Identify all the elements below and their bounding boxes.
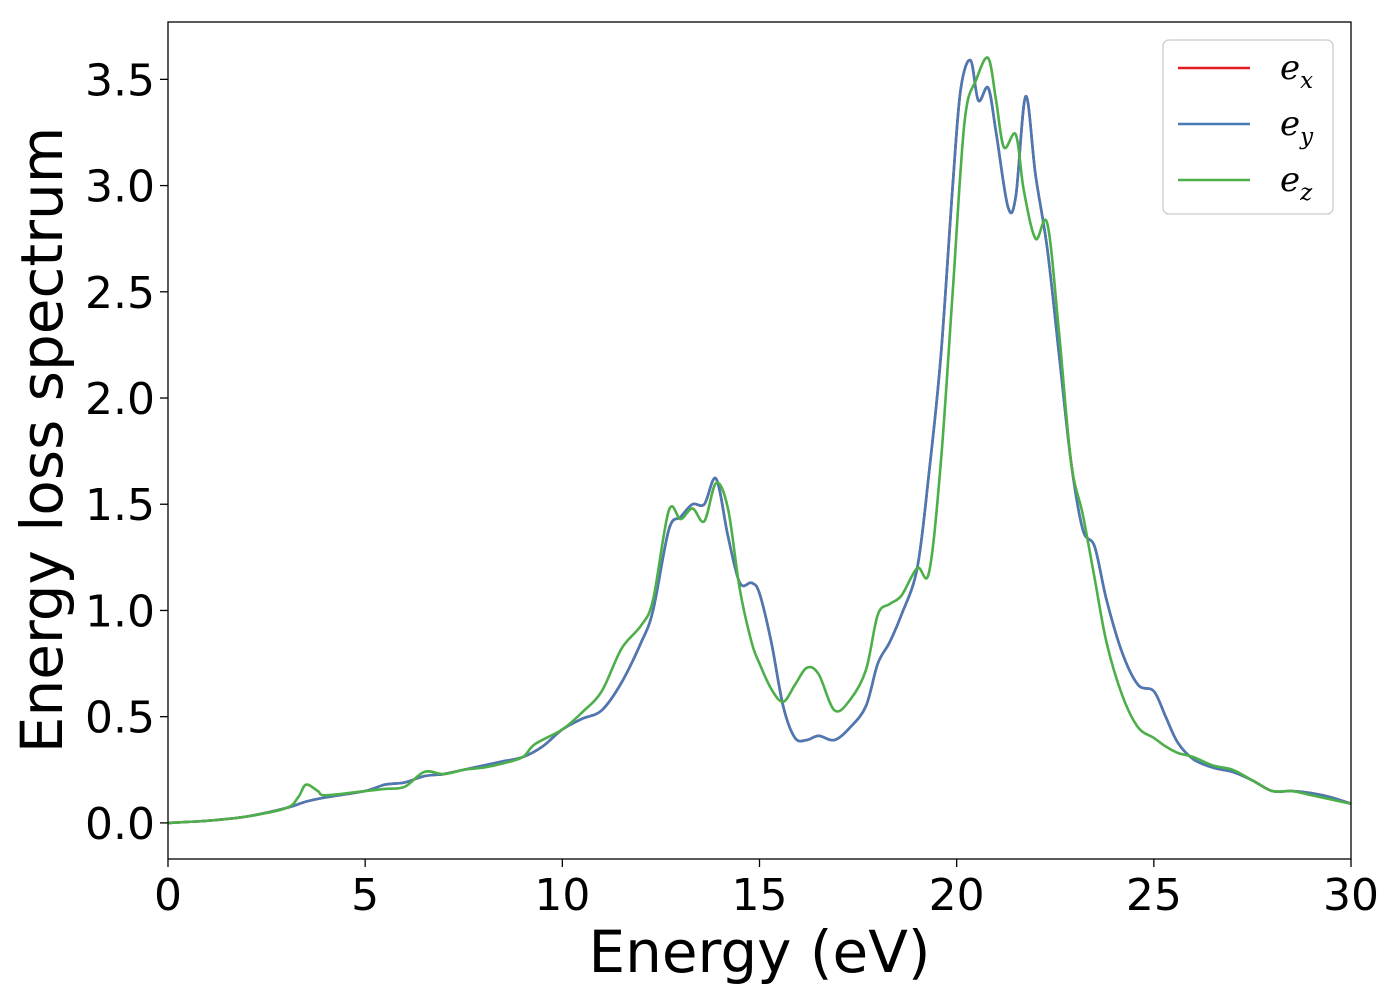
y-tick-label: 2.5 bbox=[85, 268, 155, 319]
x-tick-label: 5 bbox=[351, 870, 379, 921]
x-tick-label: 0 bbox=[154, 870, 182, 921]
x-tick-label: 10 bbox=[534, 870, 590, 921]
series-layer bbox=[168, 56, 1351, 825]
y-tick-label: 2.0 bbox=[85, 374, 155, 425]
y-tick-label: 1.0 bbox=[85, 586, 155, 637]
legend-label-ex: ex bbox=[1280, 48, 1313, 94]
y-tick-label: 1.5 bbox=[85, 480, 155, 531]
x-tick-label: 20 bbox=[929, 870, 985, 921]
x-tick-label: 30 bbox=[1323, 870, 1379, 921]
x-tick-label: 15 bbox=[732, 870, 788, 921]
plot-background bbox=[168, 22, 1351, 859]
x-axis-title: Energy (eV) bbox=[588, 918, 930, 986]
series-line-ey bbox=[168, 58, 1351, 825]
legend-frame bbox=[1162, 39, 1334, 215]
y-axis-ticks: 0.0 0.5 1.0 1.5 2.0 2.5 3.0 3.5 bbox=[85, 55, 168, 850]
y-tick-label: 0.5 bbox=[85, 693, 155, 744]
y-tick-label: 0.0 bbox=[85, 799, 155, 850]
y-tick-label: 3.5 bbox=[85, 55, 155, 106]
series-line-ez bbox=[168, 56, 1351, 825]
x-tick-label: 25 bbox=[1126, 870, 1182, 921]
y-axis-title: Energy loss spectrum bbox=[8, 127, 76, 753]
y-tick-label: 3.0 bbox=[85, 162, 155, 213]
x-axis-ticks: 0 5 10 15 20 25 30 bbox=[154, 859, 1379, 921]
legend-label-ey: ey bbox=[1280, 104, 1314, 150]
legend: ex ey ez bbox=[1162, 39, 1334, 215]
legend-label-ez: ez bbox=[1280, 160, 1313, 206]
